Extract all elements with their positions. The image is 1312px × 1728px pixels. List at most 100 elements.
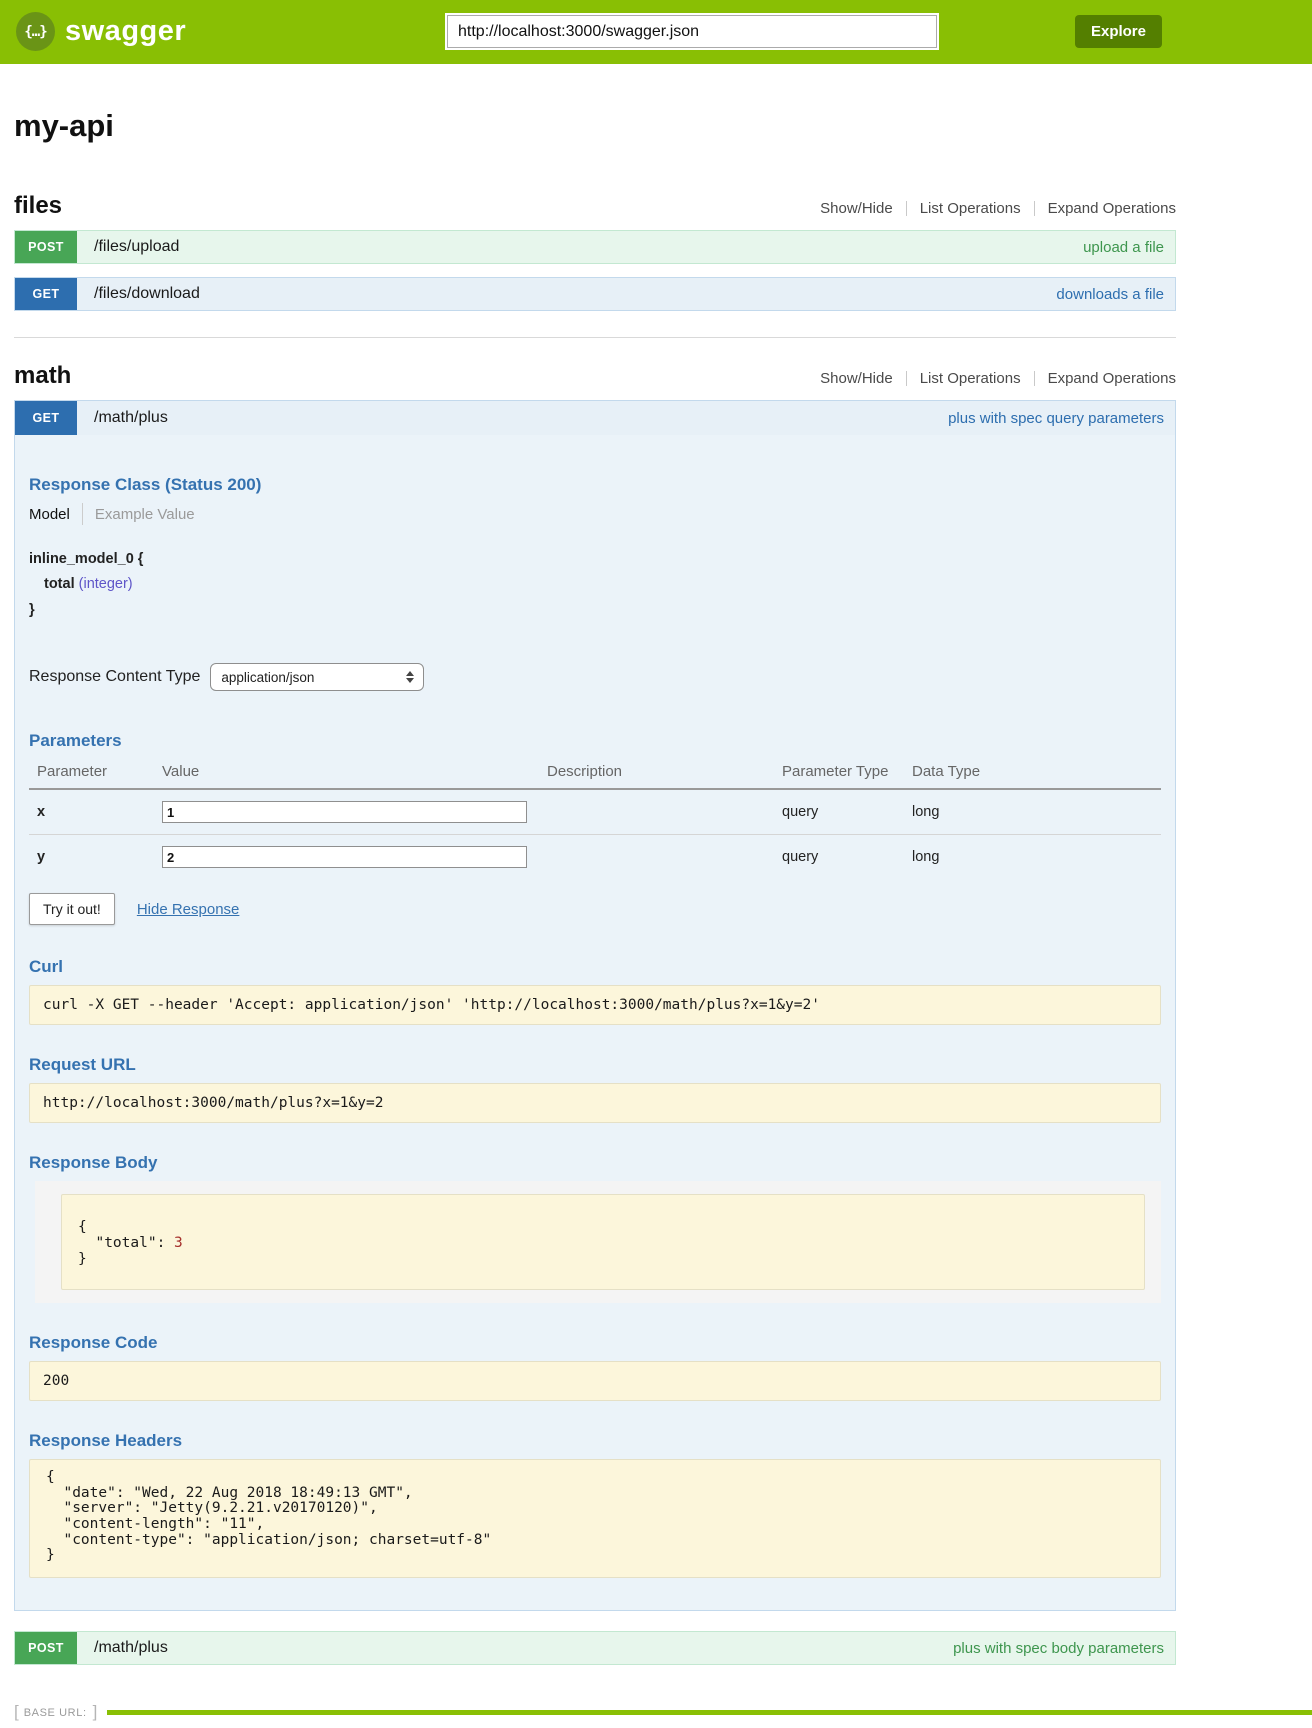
property-type: (integer) bbox=[78, 576, 133, 593]
curl-heading: Curl bbox=[29, 957, 63, 977]
math-section-header: math Show/Hide List Operations Expand Op… bbox=[14, 362, 1176, 390]
math-post-operation-list: POST /math/plus plus with spec body para… bbox=[14, 1631, 1176, 1666]
top-header: {…} swagger Explore bbox=[0, 0, 1312, 64]
column-header-value: Value bbox=[154, 759, 539, 791]
tab-model[interactable]: Model bbox=[29, 505, 70, 523]
brand-title: swagger bbox=[65, 15, 187, 47]
explore-button[interactable]: Explore bbox=[1074, 15, 1162, 48]
response-content-type-label: Response Content Type bbox=[29, 668, 201, 686]
section-divider bbox=[14, 337, 1176, 338]
expand-operations-link[interactable]: Expand Operations bbox=[1047, 370, 1176, 387]
tab-divider bbox=[81, 503, 83, 525]
model-signature: inline_model_0 { total (integer) } bbox=[29, 547, 1161, 623]
files-operations-list: POST /files/upload upload a file GET /fi… bbox=[14, 230, 1176, 311]
select-arrows-icon bbox=[406, 671, 415, 684]
files-section-header: files Show/Hide List Operations Expand O… bbox=[14, 192, 1176, 220]
swagger-logo-icon: {…} bbox=[16, 12, 55, 51]
parameters-heading: Parameters bbox=[29, 731, 122, 751]
api-title: my-api bbox=[14, 108, 114, 143]
response-content-type-select[interactable]: application/json bbox=[210, 663, 425, 692]
swagger-brand[interactable]: {…} swagger bbox=[16, 12, 186, 51]
base-url-label: BASE URL: bbox=[23, 1707, 87, 1719]
link-divider bbox=[905, 371, 907, 386]
operation-summary[interactable]: downloads a file bbox=[1056, 285, 1164, 303]
parameter-description bbox=[539, 789, 774, 836]
operation-row-files-upload[interactable]: POST /files/upload upload a file bbox=[14, 230, 1176, 264]
response-body-text: { "total": bbox=[78, 1219, 166, 1252]
spec-url-input[interactable] bbox=[447, 15, 937, 48]
hide-response-link[interactable]: Hide Response bbox=[136, 900, 240, 918]
parameter-name: x bbox=[29, 789, 154, 836]
response-code-heading: Response Code bbox=[29, 1333, 158, 1353]
operation-detail-panel: Response Class (Status 200) Model Exampl… bbox=[15, 435, 1175, 1611]
parameter-row-x: x query long bbox=[29, 789, 1161, 836]
math-section-controls: Show/Hide List Operations Expand Operati… bbox=[820, 370, 1176, 387]
model-property: total (integer) bbox=[29, 572, 1161, 597]
operation-path[interactable]: /files/upload bbox=[94, 238, 180, 255]
operation-path[interactable]: /files/download bbox=[94, 285, 200, 302]
model-name: inline_model_0 bbox=[29, 551, 134, 567]
operation-row-files-download[interactable]: GET /files/download downloads a file bbox=[14, 277, 1176, 311]
model-signature-line: inline_model_0 { bbox=[29, 547, 1161, 572]
method-badge-post[interactable]: POST bbox=[15, 231, 77, 263]
show-hide-link[interactable]: Show/Hide bbox=[820, 200, 893, 217]
model-close-brace: } bbox=[29, 601, 35, 618]
list-operations-link[interactable]: List Operations bbox=[919, 200, 1021, 217]
curl-command-block: curl -X GET --header 'Accept: applicatio… bbox=[29, 985, 1161, 1026]
operation-block-math-plus-get: GET /math/plus plus with spec query para… bbox=[14, 400, 1176, 1612]
parameter-row-y: y query long bbox=[29, 835, 1161, 880]
show-hide-link[interactable]: Show/Hide bbox=[820, 370, 893, 387]
column-header-data-type: Data Type bbox=[904, 759, 1161, 791]
response-body-snippet: { "total": 3 } bbox=[35, 1181, 1161, 1304]
expand-operations-link[interactable]: Expand Operations bbox=[1047, 200, 1176, 217]
operation-summary[interactable]: upload a file bbox=[1083, 238, 1164, 256]
response-headers-block: { "date": "Wed, 22 Aug 2018 18:49:13 GMT… bbox=[29, 1459, 1161, 1579]
response-headers-heading: Response Headers bbox=[29, 1431, 183, 1451]
property-name: total bbox=[44, 576, 75, 593]
column-header-parameter-type: Parameter Type bbox=[774, 759, 904, 791]
parameter-data-type: long bbox=[904, 789, 1161, 836]
operation-path[interactable]: /math/plus bbox=[94, 409, 168, 426]
list-operations-link[interactable]: List Operations bbox=[919, 370, 1021, 387]
tab-example-value[interactable]: Example Value bbox=[94, 505, 195, 523]
operation-row-math-plus-get[interactable]: GET /math/plus plus with spec query para… bbox=[15, 401, 1175, 435]
footer-green-bar bbox=[107, 1709, 1312, 1715]
parameter-x-input[interactable] bbox=[162, 801, 527, 824]
response-body-text: } bbox=[78, 1251, 87, 1268]
parameter-data-type: long bbox=[912, 849, 940, 866]
parameter-type: query bbox=[782, 849, 819, 866]
model-open-brace: { bbox=[137, 551, 144, 567]
response-class-heading: Response Class (Status 200) bbox=[29, 475, 262, 494]
method-badge-get[interactable]: GET bbox=[15, 278, 77, 310]
base-url-footer: [ BASE URL: ] bbox=[14, 1702, 1312, 1722]
link-divider bbox=[905, 201, 907, 216]
parameter-y-input[interactable] bbox=[162, 846, 527, 869]
operation-summary[interactable]: plus with spec query parameters bbox=[948, 409, 1164, 427]
link-divider bbox=[1033, 371, 1035, 386]
try-it-out-row: Try it out! Hide Response bbox=[29, 893, 1161, 926]
math-section-title: math bbox=[14, 362, 72, 389]
main-content: my-api files Show/Hide List Operations E… bbox=[14, 64, 1176, 1672]
parameter-description bbox=[539, 835, 774, 880]
files-section-title: files bbox=[14, 192, 63, 219]
parameters-table: Parameter Value Description Parameter Ty… bbox=[29, 759, 1161, 879]
try-it-out-button[interactable]: Try it out! bbox=[29, 893, 115, 926]
column-header-parameter: Parameter bbox=[29, 759, 154, 791]
footer-bracket-close: ] bbox=[92, 1702, 98, 1721]
link-divider bbox=[1033, 201, 1035, 216]
response-code-block: 200 bbox=[29, 1361, 1161, 1402]
files-section-controls: Show/Hide List Operations Expand Operati… bbox=[820, 200, 1176, 217]
response-content-type-row: Response Content Type application/json bbox=[29, 663, 1161, 692]
operation-summary[interactable]: plus with spec body parameters bbox=[953, 1639, 1164, 1657]
method-badge-post[interactable]: POST bbox=[15, 1632, 77, 1665]
operation-row-math-plus-post[interactable]: POST /math/plus plus with spec body para… bbox=[14, 1631, 1176, 1666]
operation-path[interactable]: /math/plus bbox=[94, 1639, 168, 1657]
logo-glyph: {…} bbox=[24, 23, 47, 40]
request-url-block: http://localhost:3000/math/plus?x=1&y=2 bbox=[29, 1083, 1161, 1124]
method-badge-get[interactable]: GET bbox=[15, 401, 77, 435]
model-tabs: Model Example Value bbox=[29, 503, 1161, 525]
selected-content-type: application/json bbox=[221, 669, 315, 685]
parameter-type: query bbox=[774, 789, 904, 836]
response-body-block: { "total": 3 } bbox=[61, 1194, 1145, 1291]
